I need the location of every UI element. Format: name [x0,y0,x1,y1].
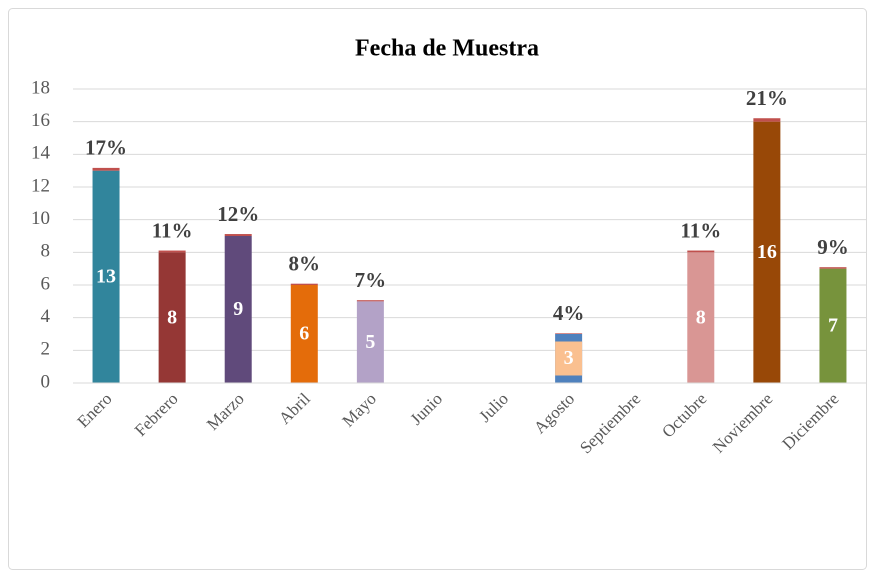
label-box [555,341,583,376]
value-label: 9 [233,298,243,320]
bar [753,121,781,384]
bar [92,170,120,383]
value-label: 13 [96,265,116,287]
bar-cap [555,333,583,334]
percent-label: 12% [217,202,259,226]
percent-label: 17% [85,136,127,160]
percent-label: 11% [152,218,193,242]
percent-label: 7% [355,268,387,292]
y-tick-label: 0 [41,371,51,392]
value-label: 8 [167,306,177,328]
percent-label: 9% [817,235,849,259]
y-tick-label: 14 [31,143,51,164]
y-tick-label: 8 [41,241,51,262]
bar-cap [92,167,120,171]
value-label: 8 [696,306,706,328]
bar [687,252,715,383]
y-tick-label: 6 [41,273,51,294]
bar [158,252,186,383]
bar [819,268,847,383]
bar-cap [819,267,847,269]
bar-cap [356,300,384,302]
percent-label: 4% [553,301,585,325]
y-tick-label: 4 [41,306,51,327]
bar-cap [687,250,715,253]
value-label: 3 [564,347,574,369]
y-tick-label: 10 [31,208,50,229]
value-label: 6 [299,323,309,345]
value-label: 7 [828,314,838,336]
bar [224,236,252,383]
y-tick-label: 12 [31,175,50,196]
bar [356,301,384,383]
value-label: 5 [365,331,375,353]
percent-label: 21% [746,86,788,110]
percent-label: 8% [289,252,321,276]
y-tick-label: 2 [41,339,51,360]
value-label: 16 [757,241,777,263]
y-tick-label: 18 [31,77,50,98]
bar-cap [290,283,318,285]
bar-cap [224,234,252,236]
bar [290,285,318,383]
percent-label: 11% [680,218,721,242]
chart-border [8,8,867,570]
chart-title: Fecha de Muestra [355,36,539,62]
bar-cap [158,250,186,253]
bar-cap [753,118,781,122]
y-tick-label: 16 [31,110,50,131]
